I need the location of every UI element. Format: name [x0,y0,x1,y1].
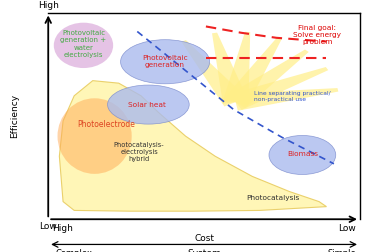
Text: Photoelectrode: Photoelectrode [77,120,135,129]
Polygon shape [212,33,248,104]
Text: Photovoltaic
generation: Photovoltaic generation [142,55,188,68]
Text: Line separating practical/
non-practical use: Line separating practical/ non-practical… [254,91,331,102]
Polygon shape [233,88,338,111]
Text: Final goal:
Solve energy
problem: Final goal: Solve energy problem [293,24,341,45]
Text: Simple: Simple [328,249,356,252]
Ellipse shape [58,98,132,174]
Text: Photocatalysis: Photocatalysis [246,195,299,201]
Text: Complex: Complex [56,249,93,252]
Text: System: System [187,249,221,252]
Ellipse shape [269,136,336,175]
Text: High: High [38,1,59,10]
Text: Solar heat: Solar heat [128,102,165,108]
Text: Low: Low [338,224,356,233]
Text: Cost: Cost [194,234,214,243]
Polygon shape [226,50,309,108]
Polygon shape [181,40,247,106]
Text: Biomass: Biomass [287,151,318,157]
Polygon shape [223,32,250,103]
Text: Photovoltaic
generation +
water
electrolysis: Photovoltaic generation + water electrol… [60,30,106,58]
Ellipse shape [54,23,113,68]
Polygon shape [229,67,328,110]
Text: High: High [52,224,73,233]
Text: Low: Low [39,222,57,231]
Text: Efficiency: Efficiency [10,94,19,138]
Polygon shape [59,81,326,211]
Text: Photocatalysis-
electrolysis
hybrid: Photocatalysis- electrolysis hybrid [114,142,164,163]
Ellipse shape [108,85,189,124]
Polygon shape [224,37,282,106]
Ellipse shape [121,40,210,84]
